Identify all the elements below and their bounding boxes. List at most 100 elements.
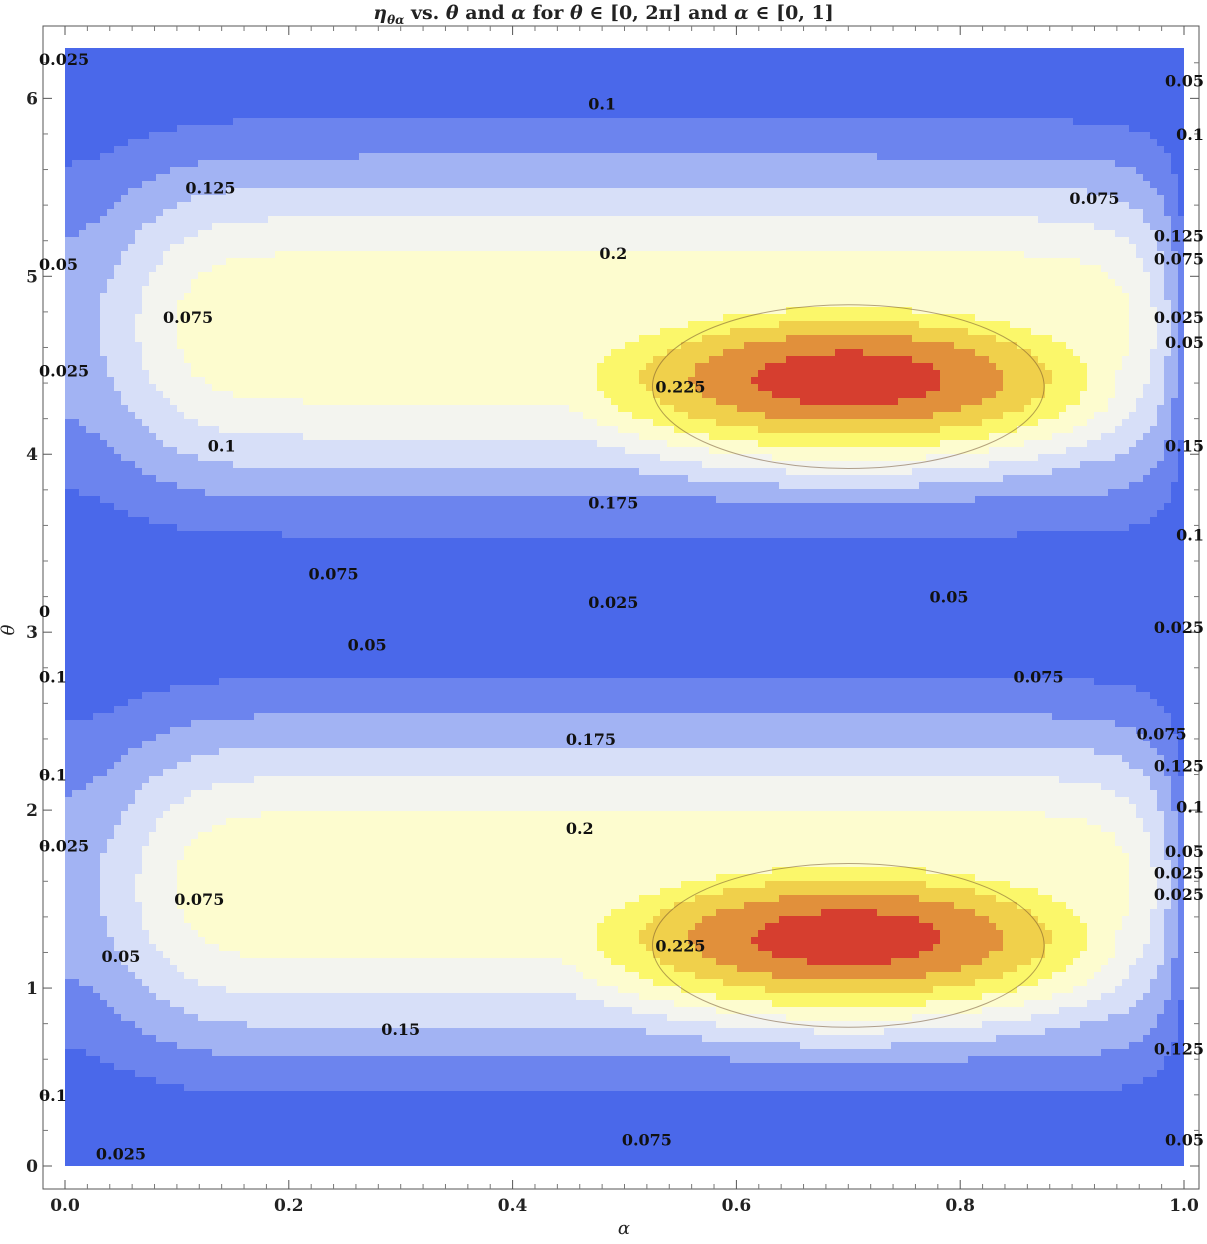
contour-cell xyxy=(233,678,241,686)
contour-cell xyxy=(226,594,234,602)
contour-cell xyxy=(79,706,87,714)
contour-cell xyxy=(226,62,234,70)
contour-cell xyxy=(184,524,192,532)
contour-cell xyxy=(149,860,157,868)
contour-cell xyxy=(100,762,108,770)
contour-cell xyxy=(93,188,101,196)
contour-cell xyxy=(107,230,115,238)
contour-cell xyxy=(268,790,276,798)
contour-cell xyxy=(93,1133,101,1141)
contour-cell xyxy=(212,958,220,966)
contour-cell xyxy=(79,797,87,805)
contour-cell xyxy=(261,951,269,959)
contour-cell xyxy=(100,496,108,504)
contour-cell xyxy=(107,286,115,294)
contour-cell xyxy=(261,986,269,994)
contour-cell xyxy=(205,1112,213,1120)
contour-cell xyxy=(247,1000,255,1008)
contour-cell xyxy=(254,818,262,826)
contour-cell xyxy=(100,1028,108,1036)
contour-cell xyxy=(275,986,283,994)
contour-cell xyxy=(198,664,206,672)
contour-cell xyxy=(219,356,227,364)
contour-cell xyxy=(156,979,164,987)
contour-cell xyxy=(128,1077,136,1085)
contour-cell xyxy=(261,482,269,490)
contour-cell xyxy=(100,111,108,119)
contour-cell xyxy=(65,454,73,462)
contour-cell xyxy=(149,713,157,721)
contour-cell xyxy=(205,216,213,224)
contour-cell xyxy=(261,818,269,826)
contour-cell xyxy=(100,657,108,665)
contour-cell xyxy=(121,993,129,1001)
contour-cell xyxy=(254,48,262,56)
contour-cell xyxy=(240,419,248,427)
contour-cell xyxy=(184,160,192,168)
contour-cell xyxy=(121,1000,129,1008)
contour-cell xyxy=(170,580,178,588)
contour-cell xyxy=(233,853,241,861)
contour-cell xyxy=(156,1084,164,1092)
contour-cell xyxy=(233,335,241,343)
contour-cell xyxy=(240,776,248,784)
contour-cell xyxy=(233,1021,241,1029)
contour-cell xyxy=(240,55,248,63)
contour-cell xyxy=(261,335,269,343)
contour-cell xyxy=(86,1077,94,1085)
contour-cell xyxy=(107,671,115,679)
contour-cell xyxy=(240,293,248,301)
contour-cell xyxy=(268,629,276,637)
contour-cell xyxy=(261,671,269,679)
contour-cell xyxy=(177,1154,185,1162)
contour-cell xyxy=(107,727,115,735)
contour-cell xyxy=(226,762,234,770)
contour-cell xyxy=(142,937,150,945)
contour-cell xyxy=(261,69,269,77)
contour-cell xyxy=(86,419,94,427)
contour-cell xyxy=(226,461,234,469)
contour-cell xyxy=(191,825,199,833)
contour-cell xyxy=(156,965,164,973)
contour-cell xyxy=(191,62,199,70)
contour-cell xyxy=(198,1049,206,1057)
contour-cell xyxy=(198,426,206,434)
contour-cell xyxy=(275,636,283,644)
contour-cell xyxy=(128,62,136,70)
contour-cell xyxy=(72,1028,80,1036)
contour-cell xyxy=(268,90,276,98)
contour-cell xyxy=(219,657,227,665)
contour-cell xyxy=(142,90,150,98)
contour-cell xyxy=(212,671,220,679)
contour-cell xyxy=(65,699,73,707)
contour-cell xyxy=(149,776,157,784)
contour-cell xyxy=(156,293,164,301)
contour-cell xyxy=(100,909,108,917)
contour-cell xyxy=(212,944,220,952)
contour-cell xyxy=(142,97,150,105)
contour-cell xyxy=(247,1119,255,1127)
contour-cell xyxy=(72,209,80,217)
contour-cell xyxy=(261,76,269,84)
contour-cell xyxy=(212,650,220,658)
contour-cell xyxy=(156,1140,164,1148)
contour-cell xyxy=(198,1098,206,1106)
contour-cell xyxy=(254,867,262,875)
contour-cell xyxy=(79,405,87,413)
contour-cell xyxy=(107,370,115,378)
contour-cell xyxy=(128,370,136,378)
contour-cell xyxy=(114,216,122,224)
contour-cell xyxy=(233,1049,241,1057)
contour-cell xyxy=(191,818,199,826)
contour-cell xyxy=(247,888,255,896)
contour-cell xyxy=(135,601,143,609)
contour-cell xyxy=(135,167,143,175)
contour-cell xyxy=(156,482,164,490)
contour-cell xyxy=(268,1105,276,1113)
contour-cell xyxy=(135,307,143,315)
contour-cell xyxy=(240,1140,248,1148)
contour-cell xyxy=(198,1000,206,1008)
contour-cell xyxy=(205,461,213,469)
contour-cell xyxy=(240,916,248,924)
contour-cell xyxy=(191,251,199,259)
